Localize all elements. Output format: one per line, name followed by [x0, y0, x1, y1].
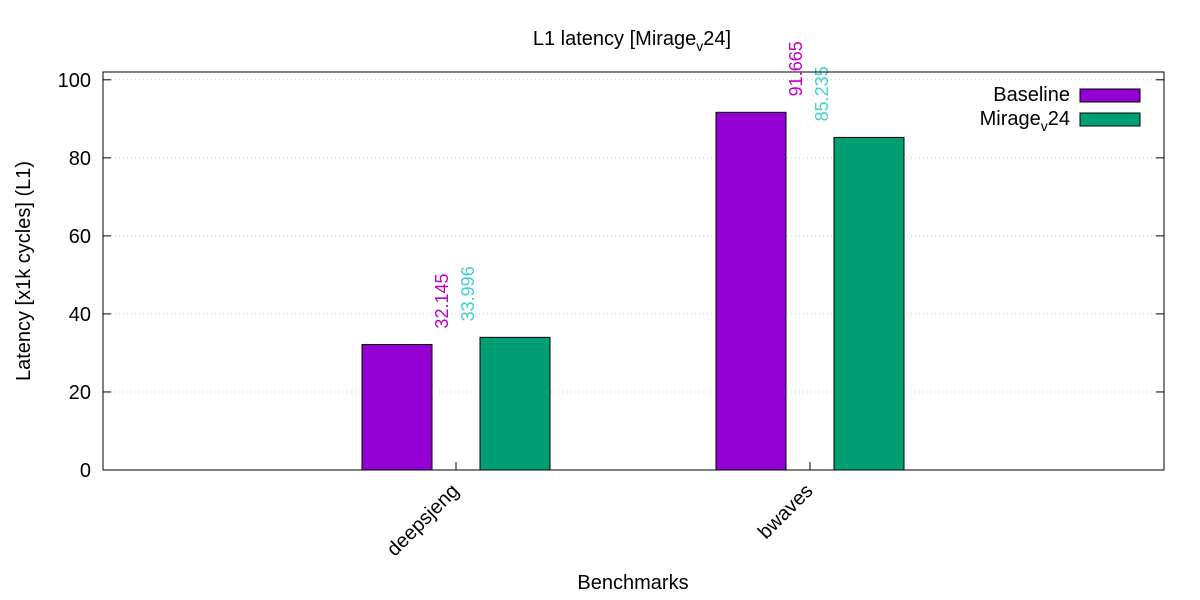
data-label: 32.145	[432, 274, 452, 329]
y-tick-label: 60	[69, 226, 91, 248]
x-axis-label: Benchmarks	[577, 572, 688, 594]
y-tick-label: 20	[69, 382, 91, 404]
bar	[361, 344, 433, 471]
legend-swatch	[1079, 112, 1141, 127]
legend-swatch	[1079, 88, 1141, 103]
plot-frame	[102, 71, 1165, 471]
bar	[715, 111, 787, 471]
y-tick-label: 80	[69, 148, 91, 170]
y-tick-label: 0	[80, 460, 91, 482]
x-axis: deepsjeng bwaves	[383, 462, 818, 561]
legend-label: Baseline	[993, 84, 1070, 106]
x-tick-label: bwaves	[754, 480, 818, 544]
y-axis: 0 20 40 60 80 100	[58, 70, 1164, 482]
data-label: 85.235	[812, 66, 832, 121]
bar	[833, 136, 905, 471]
data-labels: 32.145 33.996 91.665 85.235	[432, 41, 832, 328]
bar	[479, 336, 551, 471]
data-label: 91.665	[786, 41, 806, 96]
bars	[361, 111, 905, 471]
y-tick-label: 40	[69, 304, 91, 326]
x-tick-label: deepsjeng	[383, 480, 464, 561]
legend-label: Miragev24	[980, 108, 1070, 134]
grid-lines	[103, 79, 1164, 393]
y-tick-label: 100	[58, 70, 91, 92]
y-axis-label: Latency [x1k cycles] (L1)	[13, 161, 35, 381]
data-label: 33.996	[458, 266, 478, 321]
chart-title: L1 latency [Miragev24]	[533, 28, 731, 54]
